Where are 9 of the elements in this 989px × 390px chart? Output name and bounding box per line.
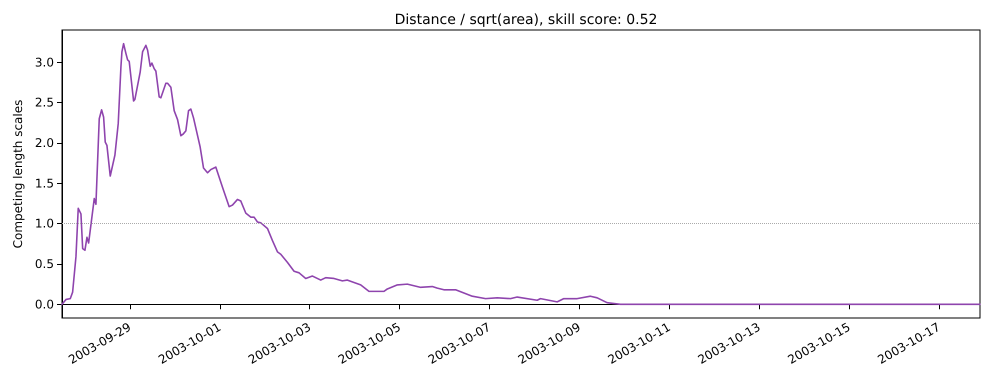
y-tick-label: 0.5	[34, 256, 54, 271]
chart-title: Distance / sqrt(area), skill score: 0.52	[394, 12, 658, 28]
y-tick-label: 1.0	[34, 216, 54, 231]
y-tick-label: 2.5	[34, 96, 54, 110]
y-tick-label: 2.0	[34, 136, 54, 150]
y-tick-label: 1.5	[34, 176, 54, 190]
y-tick-label: 0.0	[34, 297, 54, 312]
y-axis-title: Competing length scales	[11, 100, 25, 248]
y-tick-label: 3.0	[34, 55, 54, 70]
